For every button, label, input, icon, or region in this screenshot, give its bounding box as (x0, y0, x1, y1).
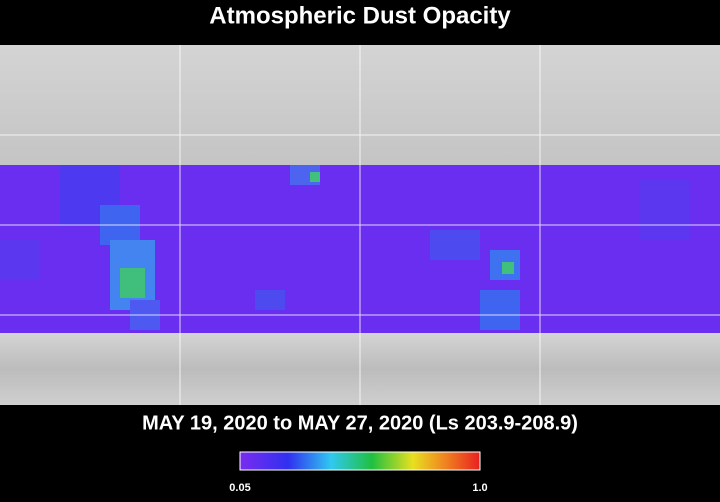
patch (0, 240, 40, 280)
patch (255, 290, 285, 310)
patch (640, 180, 690, 240)
graticule (0, 45, 720, 405)
patch (502, 262, 514, 274)
colorbar-max-label: 1.0 (472, 482, 487, 494)
map (0, 45, 720, 405)
patch (120, 268, 145, 298)
patch (310, 172, 320, 182)
colorbar-min-label: 0.05 (229, 482, 250, 494)
patch (430, 230, 480, 260)
date-range: MAY 19, 2020 to MAY 27, 2020 (Ls 203.9-2… (142, 412, 578, 434)
title: Atmospheric Dust Opacity (209, 2, 511, 29)
patch (480, 290, 520, 330)
colorbar (239, 451, 481, 471)
